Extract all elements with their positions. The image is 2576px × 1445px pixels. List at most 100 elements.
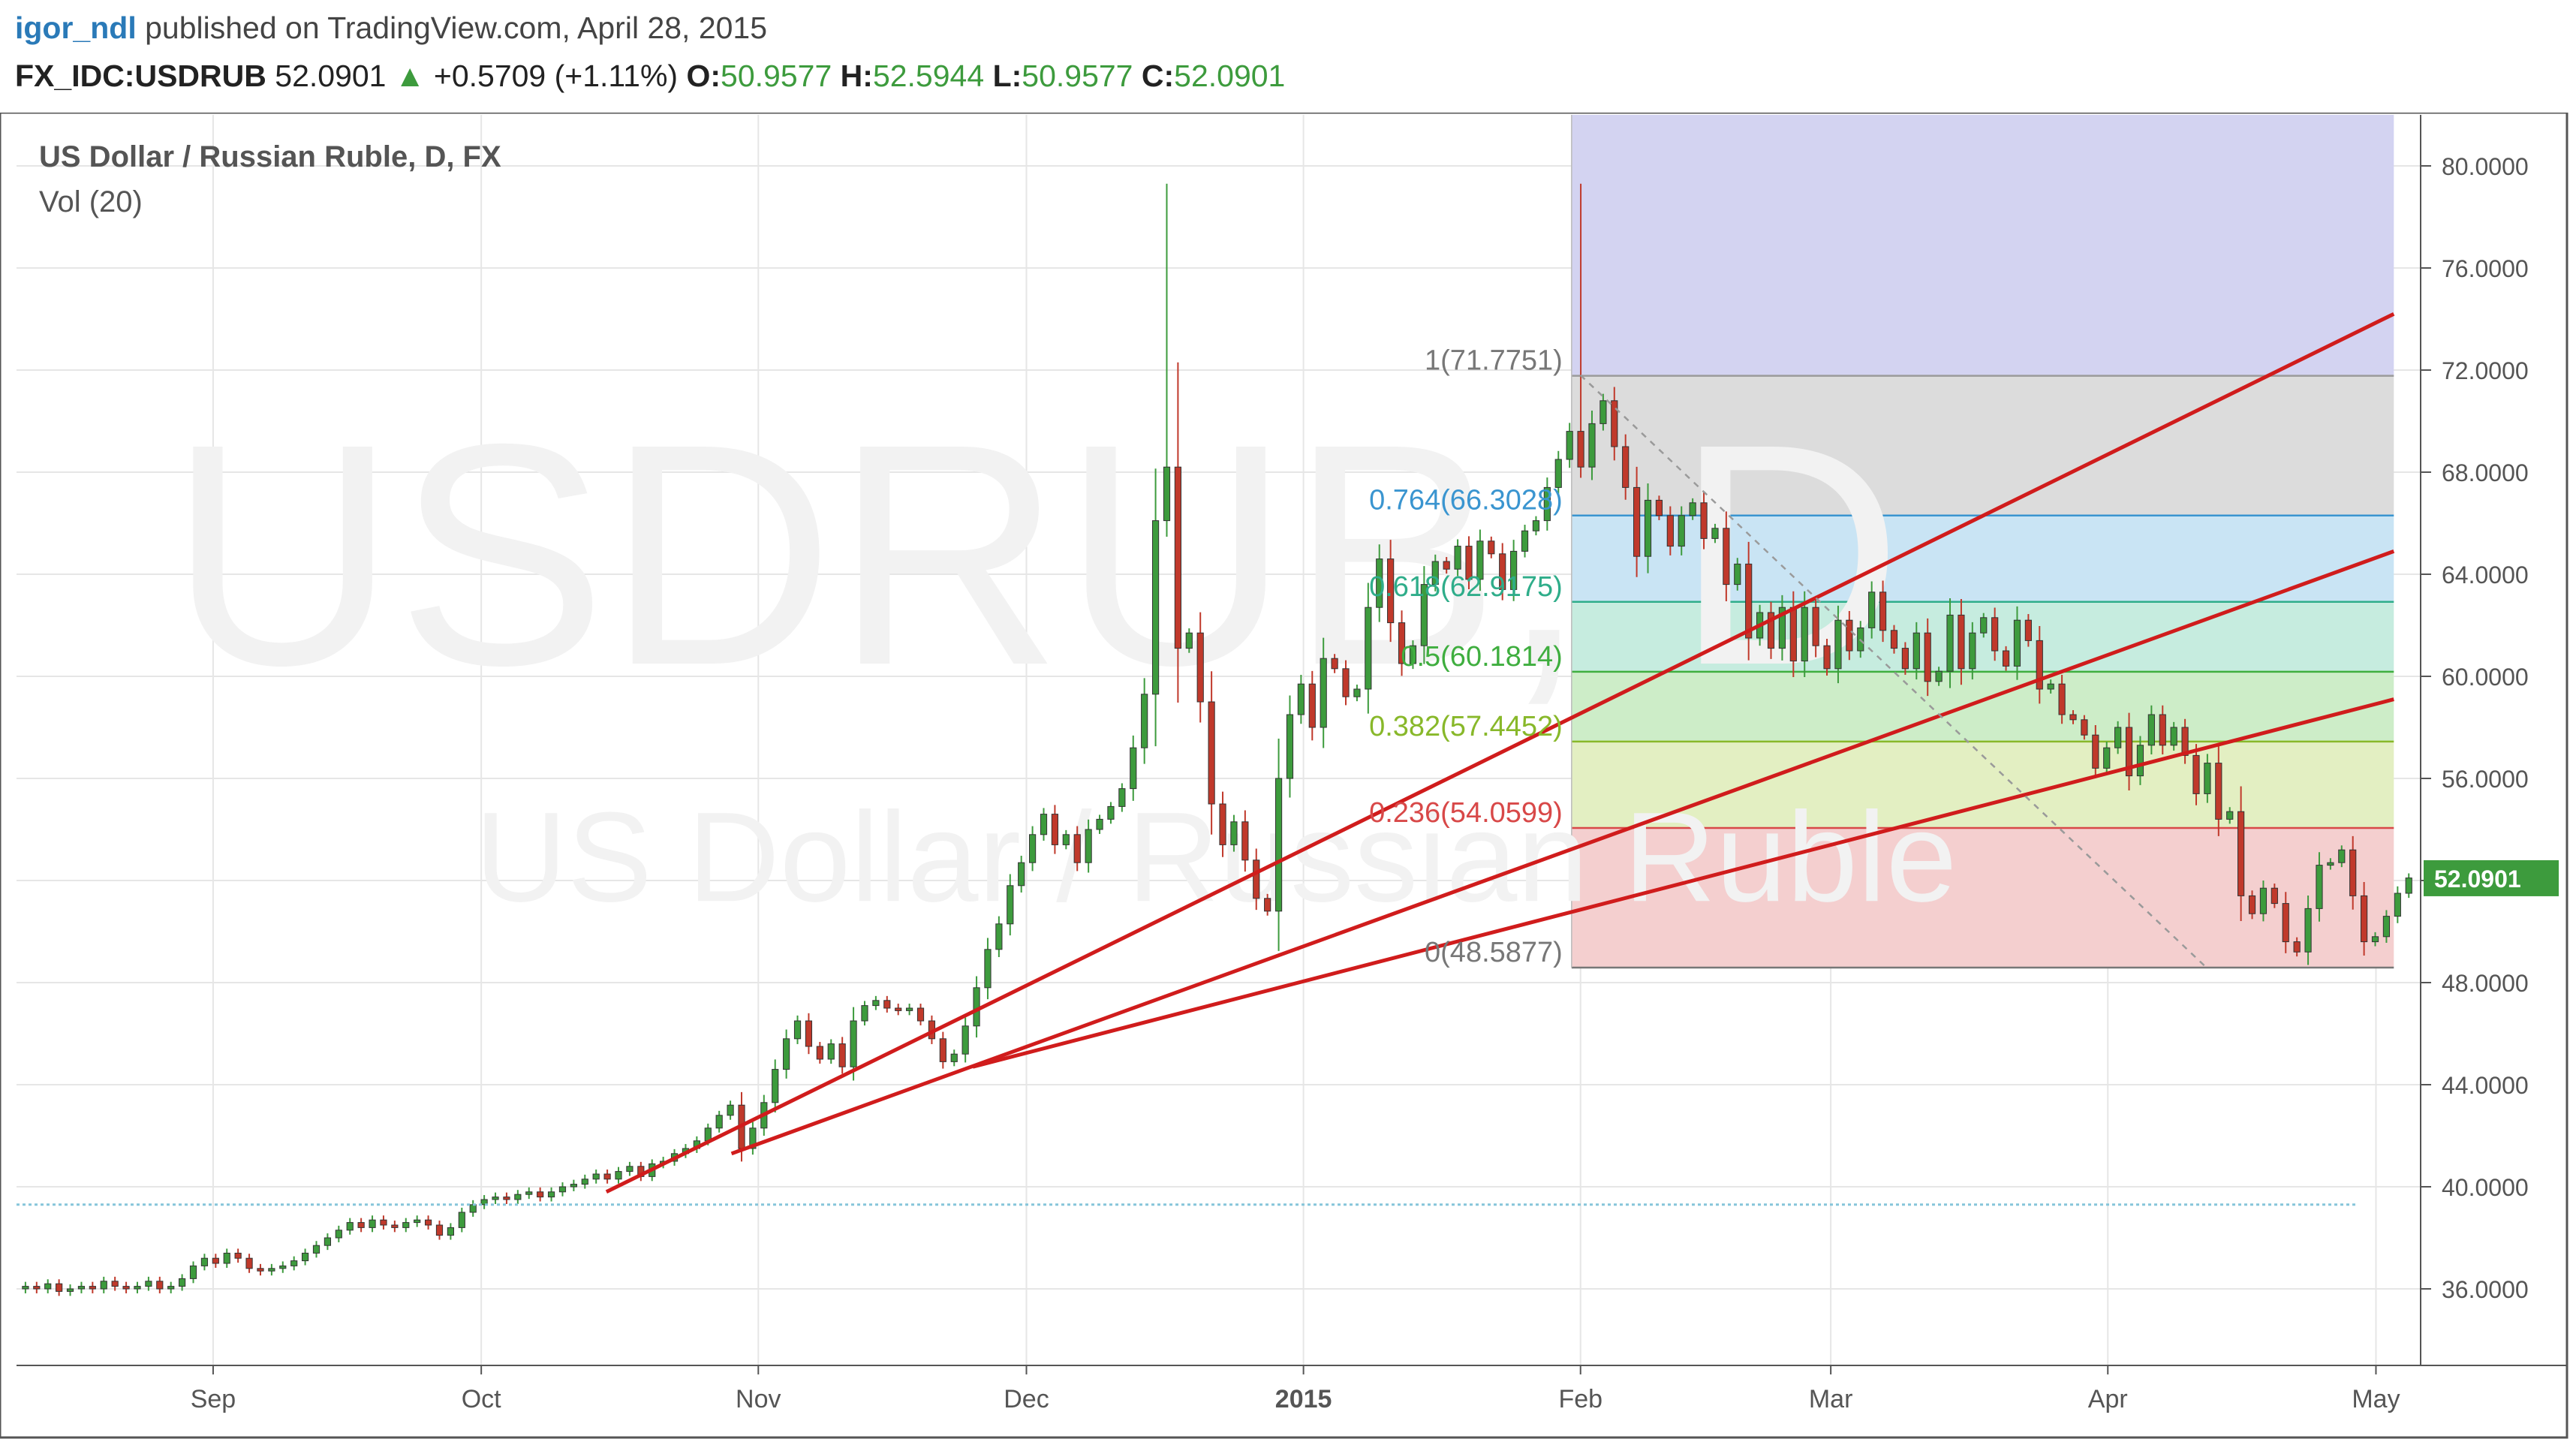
candle-body [2192,754,2200,794]
candle-body [357,1222,365,1228]
candle-body [1241,821,1249,861]
candle-body [2024,619,2032,641]
candle-body [1734,563,1741,586]
fib-level-label: 0.5(60.1814) [1401,641,1563,673]
candle-body [2047,683,2054,690]
candle-body [1666,515,1674,547]
fan-line [730,549,2395,1156]
price-chart[interactable]: USDRUB, D US Dollar / Russian Ruble 1(71.… [0,111,2576,1441]
fib-level-label: 1(71.7751) [1425,345,1563,377]
candle-body [916,1007,925,1022]
candle-body [570,1184,577,1188]
candle-body [458,1212,465,1228]
chart-frame[interactable]: USDRUB, D US Dollar / Russian Ruble 1(71.… [0,111,2576,1441]
candle-body [2304,908,2312,953]
last-price: 52.0901 [275,59,387,93]
candle-body [1308,683,1316,728]
close-value: 52.0901 [1174,59,1286,93]
candle-body [1274,778,1283,912]
candle-body [77,1286,86,1290]
candle-body [1443,561,1450,570]
candle-body [939,1038,946,1062]
candle-body [1028,834,1037,863]
candle-body [1085,829,1092,863]
quote-line: FX_IDC:USDRUB 52.0901 ▲ +0.5709 (+1.11%)… [15,59,1285,94]
candle-body [1890,630,1898,649]
candle-body [44,1283,52,1290]
candle-body [234,1252,242,1259]
candle-body [200,1257,209,1266]
candle-body [2316,865,2323,909]
low-value: 50.9577 [1022,59,1133,93]
candle-body [2125,727,2133,777]
candle-body [1353,688,1361,697]
fib-zone [1571,671,2394,742]
candle-body [715,1115,723,1129]
candle-body [850,1020,857,1067]
candle-body [1879,592,1887,631]
current-price-label: 52.0901 [2434,865,2521,893]
candle-body [2394,893,2401,917]
candle-body [772,1069,779,1103]
up-arrow-icon: ▲ [394,59,426,93]
candle-body [380,1219,387,1226]
candle-body [1566,431,1573,460]
x-tick-label: Nov [736,1385,781,1413]
candle-body [1678,515,1685,547]
candle-body [89,1286,96,1290]
candle-body [1107,805,1115,820]
candle-body [1901,648,1909,670]
candle-body [2002,650,2010,667]
candle-body [1208,701,1215,805]
candle-body [1297,683,1305,715]
candle-body [1331,658,1338,670]
candle-body [1409,645,1417,664]
y-tick-label: 56.0000 [2442,766,2529,793]
fib-zone [1571,827,2394,968]
fib-zone [1571,515,2394,602]
candle-body [537,1191,544,1198]
candle-body [1521,530,1529,552]
author-link[interactable]: igor_ndl [15,11,137,45]
candle-body [1073,834,1081,863]
candle-body [514,1194,522,1200]
chart-title: US Dollar / Russian Ruble, D, FX [39,140,501,173]
candle-body [414,1219,421,1224]
candle-body [145,1281,152,1287]
candle-body [1846,619,1853,652]
candle-body [1946,614,1954,672]
candle-body [223,1252,230,1264]
candle-body [2069,714,2077,721]
fib-zone [1571,375,2394,516]
candle-body [33,1286,41,1290]
fan-line [972,697,2394,1069]
candle-body [22,1286,29,1290]
candle-body [312,1245,320,1254]
candle-body [1219,803,1226,845]
candle-body [1342,668,1350,697]
candle-body [335,1230,342,1239]
candle-body [1398,622,1406,664]
fib-extension-zone [1571,115,2394,376]
candle-body [324,1237,332,1246]
candle-body [973,987,980,1027]
candle-body [257,1268,264,1272]
candle-body [245,1257,253,1269]
candle-body [1778,607,1786,649]
fib-level-label: 0.764(66.3028) [1369,485,1563,516]
publish-line: igor_ndl published on TradingView.com, A… [15,11,767,46]
watermark-name: US Dollar / Russian Ruble [475,786,1958,929]
candle-body [301,1252,309,1262]
candle-body [805,1020,813,1047]
candle-body [2259,887,2268,914]
candle-body [1868,592,1876,628]
y-tick-label: 64.0000 [2442,561,2529,589]
candle-body [469,1204,477,1213]
candle-body [1018,862,1025,887]
candle-body [2081,719,2088,736]
candle-body [1723,528,1730,586]
candle-body [1924,632,1931,682]
candle-body [1096,818,1103,830]
fib-level-label: 0(48.5877) [1425,937,1563,968]
candle-body [2103,747,2111,769]
